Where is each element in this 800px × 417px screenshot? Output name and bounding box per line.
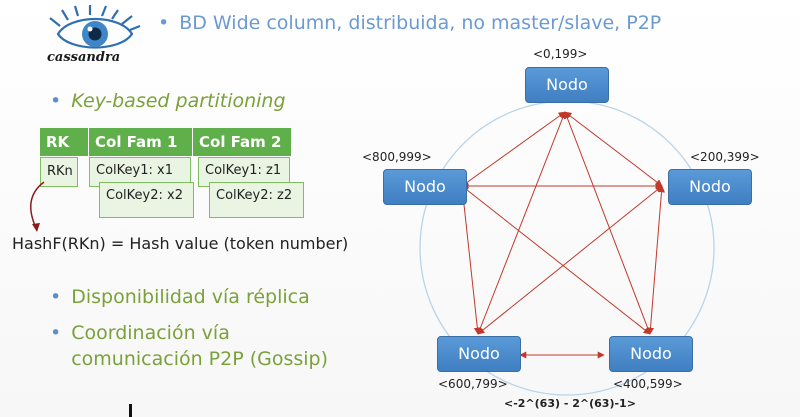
key-partitioning-text: Key-based partitioning bbox=[71, 90, 286, 112]
range-label-2: <400,599> bbox=[613, 377, 683, 391]
link-n0-n4 bbox=[461, 111, 566, 187]
link-n0-n3 bbox=[477, 111, 566, 335]
coordination-text-line1: Coordinación vía bbox=[71, 322, 230, 344]
bullet-dot: • bbox=[50, 90, 62, 112]
range-label-4: <800,999> bbox=[362, 150, 432, 164]
bullet-dot: • bbox=[50, 322, 62, 344]
hash-formula: HashF(RKn) = Hash value (token number) bbox=[12, 234, 349, 253]
coordination-bullet: • Coordinación vía comunicación P2P (Gos… bbox=[50, 320, 328, 372]
node-3: Nodo bbox=[437, 336, 521, 372]
text-cursor bbox=[129, 404, 132, 417]
header-rk: RK bbox=[40, 128, 88, 156]
node-2: Nodo bbox=[609, 336, 693, 372]
row-key-cell: RKn bbox=[40, 157, 78, 187]
header-col-fam-2: Col Fam 2 bbox=[193, 128, 291, 156]
token-range-label: <-2^(63) - 2^(63)-1> bbox=[504, 397, 636, 410]
bullet-dot: • bbox=[158, 12, 170, 34]
range-label-1: <200,399> bbox=[690, 150, 760, 164]
header-col-fam-1: Col Fam 1 bbox=[89, 128, 192, 156]
key-partitioning-bullet: • Key-based partitioning bbox=[50, 90, 286, 112]
logo-text: cassandra bbox=[47, 50, 121, 65]
cassandra-eye-icon bbox=[49, 5, 141, 49]
colkey2-z2-cell: ColKey2: z2 bbox=[209, 182, 304, 218]
link-n1-n3 bbox=[477, 185, 663, 335]
ring-diagram bbox=[419, 100, 715, 396]
availability-bullet: • Disponibilidad vía réplica bbox=[50, 286, 310, 308]
colkey2-x2-cell: ColKey2: x2 bbox=[99, 182, 194, 218]
node-4: Nodo bbox=[383, 169, 467, 205]
range-label-3: <600,799> bbox=[438, 377, 508, 391]
link-n1-n2 bbox=[647, 185, 665, 335]
title-text: BD Wide column, distribuida, no master/s… bbox=[179, 12, 662, 34]
bullet-dot: • bbox=[50, 286, 62, 308]
node-1: Nodo bbox=[668, 169, 752, 205]
title-bullet: • BD Wide column, distribuida, no master… bbox=[158, 12, 661, 34]
range-label-0: <0,199> bbox=[533, 47, 588, 61]
coordination-text-line2: comunicación P2P (Gossip) bbox=[71, 348, 329, 370]
link-n4-n3 bbox=[459, 185, 481, 335]
availability-text: Disponibilidad vía réplica bbox=[71, 286, 310, 308]
hash-arrow bbox=[30, 181, 45, 232]
node-0: Nodo bbox=[525, 67, 609, 103]
